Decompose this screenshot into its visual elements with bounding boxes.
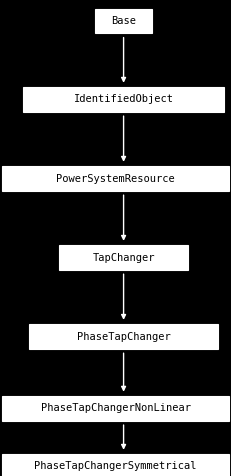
FancyBboxPatch shape: [2, 454, 229, 476]
FancyBboxPatch shape: [59, 245, 188, 270]
FancyBboxPatch shape: [95, 9, 152, 33]
Text: PhaseTapChangerSymmetrical: PhaseTapChangerSymmetrical: [34, 461, 197, 472]
FancyBboxPatch shape: [29, 324, 218, 349]
Text: PhaseTapChangerNonLinear: PhaseTapChangerNonLinear: [40, 403, 191, 414]
Text: PhaseTapChanger: PhaseTapChanger: [77, 331, 170, 342]
FancyBboxPatch shape: [23, 87, 224, 112]
Text: TapChanger: TapChanger: [92, 252, 155, 263]
Text: Base: Base: [111, 16, 136, 26]
Text: IdentifiedObject: IdentifiedObject: [74, 94, 173, 105]
FancyBboxPatch shape: [2, 396, 229, 421]
Text: PowerSystemResource: PowerSystemResource: [56, 173, 175, 184]
FancyBboxPatch shape: [2, 166, 229, 191]
